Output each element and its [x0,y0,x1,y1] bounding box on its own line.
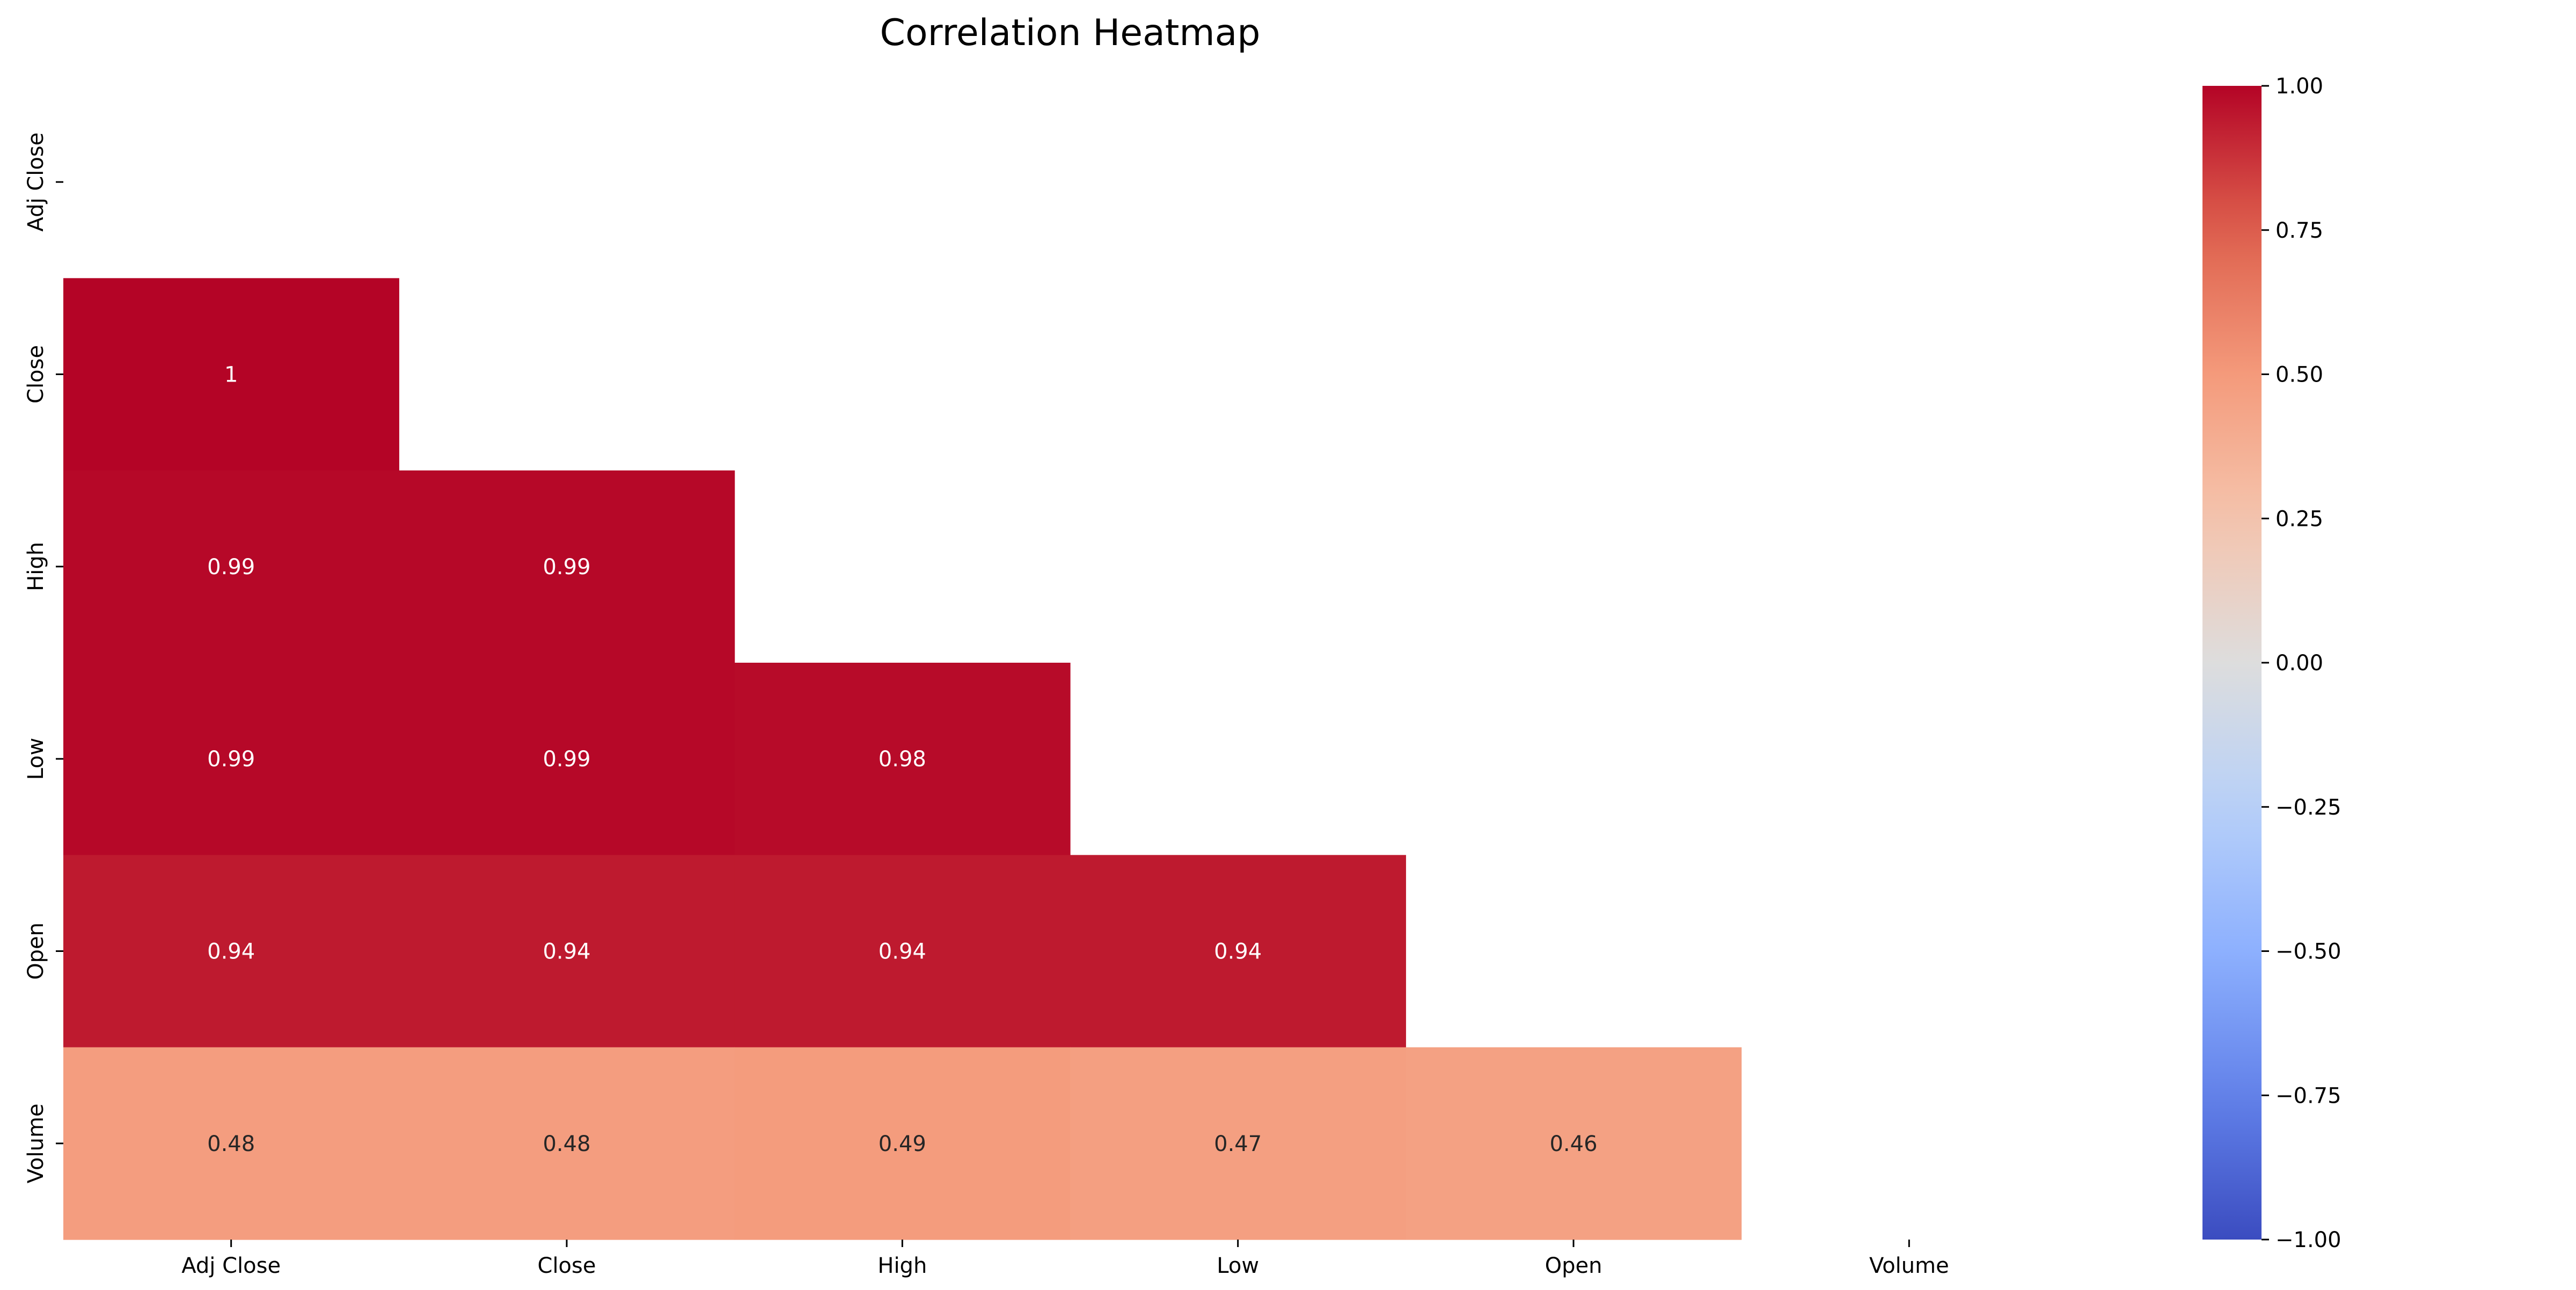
colorbar: 1.00 0.75 0.50 0.25 0.00 −0.25 −0.50 −0.75 −1.00 [2202,74,2341,1252]
cell-annotation: 0.99 [543,555,590,580]
cell-annotation: 0.94 [207,940,255,964]
heatmap-cells: 1 0.99 0.99 0.99 0.99 0.98 0.94 0.94 0.94 0.94 0.4… [63,278,1742,1240]
y-tick-label: Open [24,922,48,980]
colorbar-tick-label: 0.00 [2275,651,2323,676]
x-tick-label: Open [1545,1254,1602,1278]
heatmap-cell [63,855,399,1048]
heatmap-cell [63,278,399,471]
cell-annotation: 0.46 [1549,1132,1597,1156]
heatmap-cell [63,663,399,855]
cell-annotation: 0.99 [207,555,255,580]
heatmap-cell [399,470,735,663]
cell-annotation: 0.99 [543,747,590,772]
heatmap-cell [63,470,399,663]
heatmap-cell [734,663,1071,855]
heatmap-cell [1406,1047,1742,1240]
y-tick-label: Close [24,345,48,404]
x-tick-label: Close [538,1254,596,1278]
colorbar-tick-label: 0.50 [2275,363,2323,387]
cell-annotation: 0.94 [543,940,590,964]
heatmap-cell [63,1047,399,1240]
colorbar-tick-label: 0.25 [2275,507,2323,531]
heatmap-cell [1070,855,1406,1048]
cell-annotation: 1 [224,363,238,387]
cell-annotation: 0.98 [879,747,926,772]
cell-annotation: 0.48 [543,1132,590,1156]
heatmap-cell [399,855,735,1048]
colorbar-tick-label: 1.00 [2275,74,2323,99]
colorbar-tick-label: 0.75 [2275,218,2323,243]
colorbar-tick-label: −0.25 [2275,795,2341,820]
colorbar-tick-label: −0.50 [2275,940,2341,964]
y-tick-label: Low [24,738,48,780]
chart-title: Correlation Heatmap [880,12,1261,54]
y-tick-label: Volume [24,1103,48,1183]
heatmap-cell [399,1047,735,1240]
y-tick-label: High [24,542,48,591]
x-tick-label: High [877,1254,927,1278]
cell-annotation: 0.47 [1214,1132,1262,1156]
x-axis: Adj Close Close High Low Open Volume [181,1240,1949,1278]
cell-annotation: 0.99 [207,747,255,772]
heatmap-cell [399,663,735,855]
cell-annotation: 0.48 [207,1132,255,1156]
x-tick-label: Low [1217,1254,1259,1278]
heatmap-cell [1070,1047,1406,1240]
heatmap-cell [734,1047,1071,1240]
colorbar-tick-label: −1.00 [2275,1228,2341,1252]
y-axis: Adj Close Close High Low Open Volume [24,133,63,1183]
cell-annotation: 0.94 [879,940,926,964]
x-tick-label: Adj Close [181,1254,281,1278]
cell-annotation: 0.94 [1214,940,1262,964]
colorbar-gradient [2202,86,2262,1240]
cell-annotation: 0.49 [879,1132,926,1156]
x-tick-label: Volume [1869,1254,1949,1278]
y-tick-label: Adj Close [24,133,48,232]
heatmap-cell [734,855,1071,1048]
colorbar-tick-label: −0.75 [2275,1083,2341,1108]
